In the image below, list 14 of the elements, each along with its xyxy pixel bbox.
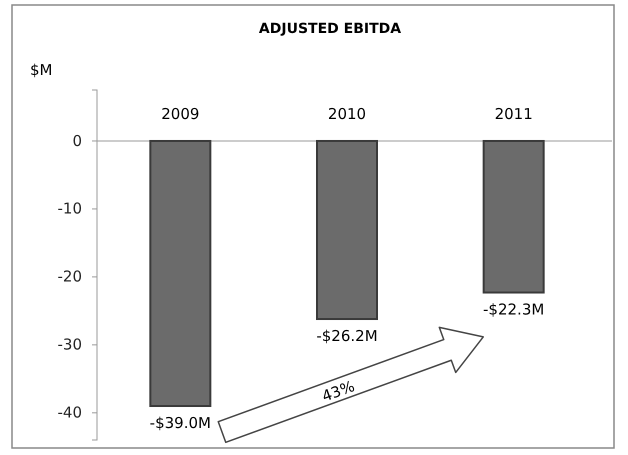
x-tick-label: 2009 (161, 104, 200, 123)
y-tick-label: -40 (58, 404, 82, 422)
y-tick-label: -30 (58, 336, 82, 354)
y-tick-label: -20 (58, 268, 82, 286)
annotation: 43% (320, 377, 358, 406)
y-axis-title: $M (30, 61, 52, 79)
x-tick-label: 2011 (494, 104, 533, 123)
data-label: -$22.3M (483, 300, 544, 319)
data-label: -$39.0M (150, 414, 211, 432)
y-tick-label: -10 (58, 200, 82, 218)
chart-title: ADJUSTED EBITDA (258, 21, 402, 37)
y-tick-label: 0 (72, 132, 82, 150)
x-tick-label: 2010 (328, 104, 366, 123)
data-label: -$26.2M (316, 327, 378, 346)
